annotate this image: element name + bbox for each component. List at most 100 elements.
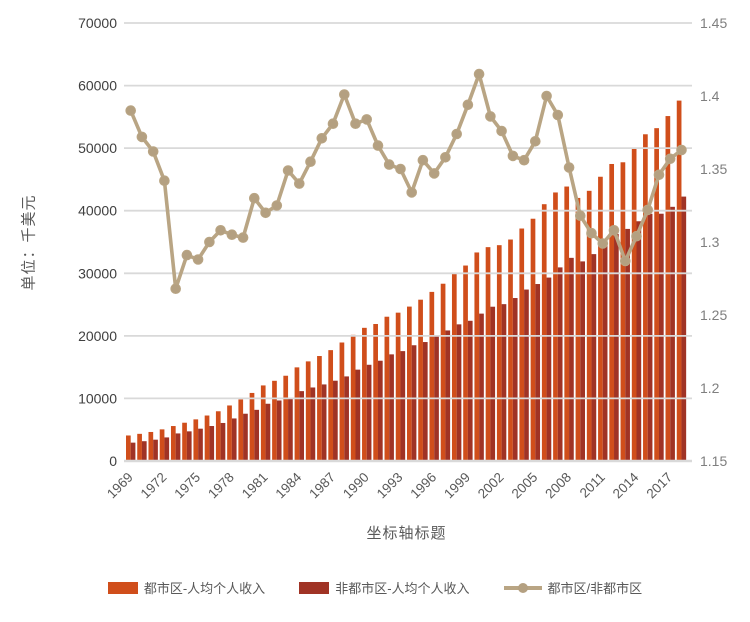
bar-nonmetro-1972 [164, 437, 170, 461]
bar-nonmetro-2011 [602, 242, 608, 461]
bar-metro-1992 [384, 316, 390, 461]
bar-nonmetro-2017 [670, 206, 675, 461]
bar-metro-1990 [362, 327, 367, 461]
bar-nonmetro-1980 [254, 409, 260, 461]
ratio-point-1978 [226, 229, 238, 240]
x-tick-1999: 1999 [441, 470, 473, 502]
y-tick-right-1.15: 1.15 [700, 453, 727, 469]
bar-nonmetro-1979 [243, 413, 248, 461]
ratio-point-1976 [204, 236, 215, 248]
ratio-point-2014 [631, 230, 642, 242]
legend-label-metro: 都市区-人均个人收入 [143, 581, 266, 596]
bar-nonmetro-2015 [647, 213, 653, 461]
bar-metro-2009 [575, 197, 581, 461]
bar-metro-2013 [620, 162, 626, 461]
bar-metro-2011 [598, 176, 603, 461]
ratio-point-2007 [552, 109, 564, 121]
ratio-point-1989 [350, 118, 361, 129]
ratio-point-1991 [372, 140, 384, 151]
bar-nonmetro-1976 [209, 426, 215, 461]
ratio-point-2006 [541, 90, 552, 102]
ratio-point-2000 [473, 68, 485, 80]
bar-nonmetro-1992 [389, 354, 394, 461]
ratio-point-1971 [147, 146, 159, 157]
bar-nonmetro-2002 [501, 304, 507, 461]
bar-metro-1978 [227, 405, 232, 461]
bar-metro-1981 [260, 385, 266, 461]
ratio-point-1984 [294, 178, 305, 189]
bar-nonmetro-2001 [490, 306, 496, 461]
bar-metro-1982 [272, 380, 277, 461]
legend-swatch-nonmetro [299, 581, 330, 594]
ratio-point-2002 [496, 125, 507, 137]
x-tick-1975: 1975 [171, 470, 203, 502]
legend-item-nonmetro-bar: 非都市区-人均个人收入 [299, 578, 470, 597]
bar-nonmetro-1971 [153, 439, 158, 461]
bar-metro-1999 [463, 265, 468, 461]
bar-metro-1977 [215, 411, 221, 461]
bar-metro-2010 [586, 190, 592, 461]
ratio-point-1992 [383, 159, 395, 170]
bar-metro-2007 [553, 192, 558, 461]
y-tick-left-70000: 70000 [78, 15, 117, 31]
bar-metro-1997 [440, 283, 446, 461]
bar-metro-2005 [530, 218, 536, 461]
bars-metro [126, 100, 682, 462]
y-tick-left-0: 0 [109, 453, 117, 469]
x-tick-1984: 1984 [273, 469, 305, 501]
ratio-point-2018 [676, 144, 687, 156]
ratio-point-1999 [462, 99, 474, 111]
bar-metro-1994 [407, 306, 412, 461]
legend-line-sample [503, 582, 542, 594]
bar-nonmetro-2005 [535, 284, 541, 461]
bar-metro-2012 [609, 163, 615, 462]
ratio-point-1977 [215, 225, 226, 236]
bar-nonmetro-1969 [130, 442, 136, 461]
y-tick-right-1.35: 1.35 [700, 161, 727, 177]
bar-nonmetro-1988 [344, 376, 349, 461]
bar-metro-1972 [159, 429, 165, 461]
bar-nonmetro-2018 [681, 196, 687, 461]
ratio-point-1979 [237, 232, 249, 243]
bar-metro-2003 [508, 239, 513, 461]
bar-metro-2006 [541, 204, 547, 461]
ratio-point-2009 [575, 210, 586, 221]
ratio-point-1973 [170, 283, 181, 295]
bar-metro-2000 [474, 252, 480, 461]
bar-nonmetro-2003 [512, 298, 518, 461]
ratio-point-1987 [327, 118, 339, 129]
bar-metro-1995 [418, 299, 423, 461]
ratio-point-1975 [192, 254, 204, 265]
x-tick-2005: 2005 [509, 470, 541, 502]
x-tick-1981: 1981 [239, 470, 271, 502]
legend-swatch-metro [107, 581, 138, 594]
y-tick-left-60000: 60000 [78, 78, 117, 94]
x-tick-1996: 1996 [407, 470, 439, 502]
bar-nonmetro-1991 [377, 360, 383, 461]
bar-nonmetro-1974 [186, 431, 192, 461]
ratio-point-2010 [586, 227, 597, 239]
ratio-point-1986 [316, 133, 328, 144]
ratio-line-layer [125, 68, 687, 295]
ratio-point-1988 [339, 89, 350, 100]
ratio-point-1972 [159, 175, 170, 186]
ratio-point-1981 [260, 207, 271, 219]
bar-metro-1986 [317, 356, 322, 461]
bar-metro-1976 [204, 415, 210, 461]
ratio-point-1994 [406, 187, 418, 198]
bar-nonmetro-1997 [445, 330, 451, 461]
bar-nonmetro-1984 [299, 391, 304, 461]
y-tick-left-20000: 20000 [78, 328, 117, 344]
ratio-point-1983 [282, 165, 294, 176]
bar-metro-1975 [193, 419, 199, 461]
ratio-point-2008 [563, 162, 575, 173]
bar-nonmetro-2008 [569, 257, 574, 461]
bar-metro-2001 [485, 247, 491, 461]
bar-metro-2002 [496, 245, 502, 461]
ratio-point-2001 [485, 111, 496, 122]
bar-nonmetro-1981 [265, 403, 271, 461]
right-axis-labels: 1.15 1.2 1.25 1.3 1.35 1.4 1.45 [700, 15, 727, 469]
x-tick-2017: 2017 [643, 470, 675, 502]
y-tick-left-30000: 30000 [78, 265, 117, 281]
